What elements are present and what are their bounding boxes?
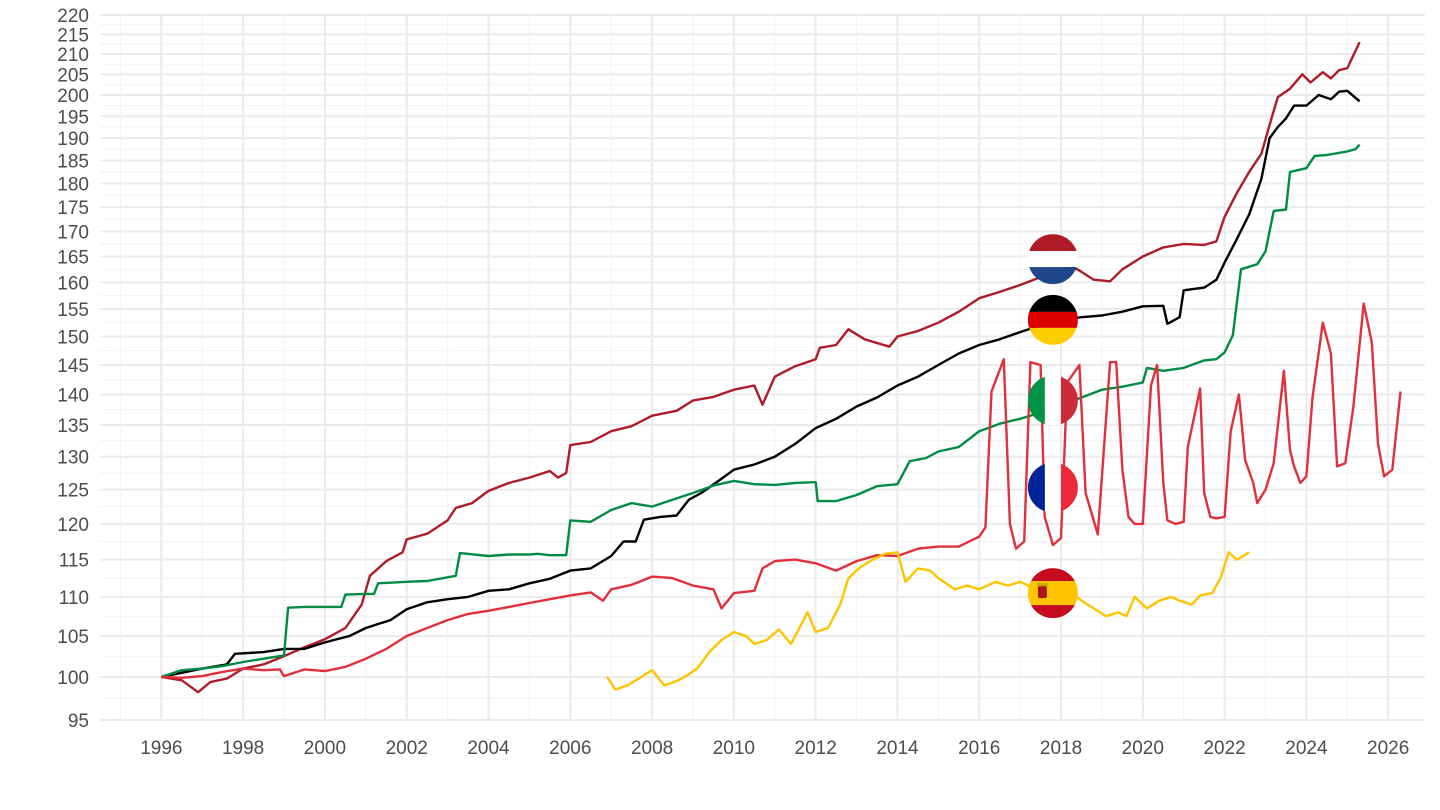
y-tick-label: 180 [57,174,89,195]
y-tick-label: 145 [57,356,89,377]
y-tick-label: 155 [57,300,89,321]
series-line-france [161,302,1402,679]
y-tick-label: 165 [57,248,89,269]
x-tick-label: 2026 [1367,738,1409,759]
y-tick-label: 140 [57,385,89,406]
series-line-italy [160,143,1361,679]
y-tick-label: 185 [57,151,89,172]
x-tick-label: 2022 [1203,738,1245,759]
grid [100,14,1425,721]
flag-markers [1027,234,1078,619]
x-tick-label: 2024 [1285,738,1328,759]
x-tick-label: 2016 [958,738,1000,759]
x-tick-label: 2000 [304,738,346,759]
germany-flag-icon [1027,294,1078,345]
x-tick-label: 2020 [1122,738,1164,759]
y-tick-label: 110 [59,588,89,609]
y-tick-label: 160 [57,273,89,294]
y-tick-label: 175 [57,198,89,219]
y-tick-label: 105 [57,627,89,648]
series-line-netherlands [161,41,1361,694]
y-tick-label: 170 [57,222,89,243]
series-line-germany [161,89,1361,679]
x-tick-label: 2018 [1040,738,1082,759]
y-tick-label: 100 [57,668,89,689]
x-tick-label: 2012 [795,738,837,759]
y-tick-label: 205 [57,65,89,86]
x-tick-label: 1998 [222,738,264,759]
y-tick-label: 120 [57,515,89,536]
x-tick-label: 2014 [876,738,919,759]
y-tick-label: 190 [57,129,89,150]
x-tick-label: 1996 [140,738,182,759]
spain-flag-icon [1027,568,1078,619]
y-tick-label: 200 [57,86,89,107]
series-lines [160,41,1402,694]
x-tick-label: 2004 [467,738,510,759]
y-tick-label: 115 [59,551,89,572]
x-tick-label: 2006 [549,738,591,759]
y-tick-label: 130 [57,448,89,469]
x-tick-label: 2002 [386,738,428,759]
y-tick-label: 125 [57,481,89,502]
x-axis-tick-labels: 1996 1998 2000 2002 2004 2006 2008 2010 2012 2014… [140,738,1409,759]
y-tick-label: 210 [57,45,89,66]
france-flag-icon [1027,462,1078,513]
y-tick-label: 220 [57,6,89,27]
y-tick-label: 150 [57,328,89,349]
netherlands-flag-icon [1027,234,1078,285]
y-axis-tick-labels: 95 100 105 110 115 120 125 130 135 140 145 150 155 16… [57,6,89,732]
y-tick-label: 215 [57,25,89,46]
x-tick-label: 2008 [631,738,673,759]
italy-flag-icon [1027,375,1078,426]
series-line-spain [606,551,1250,691]
y-tick-label: 195 [57,107,89,128]
y-tick-label: 95 [68,711,89,732]
y-tick-label: 135 [57,416,89,437]
x-tick-label: 2010 [713,738,755,759]
